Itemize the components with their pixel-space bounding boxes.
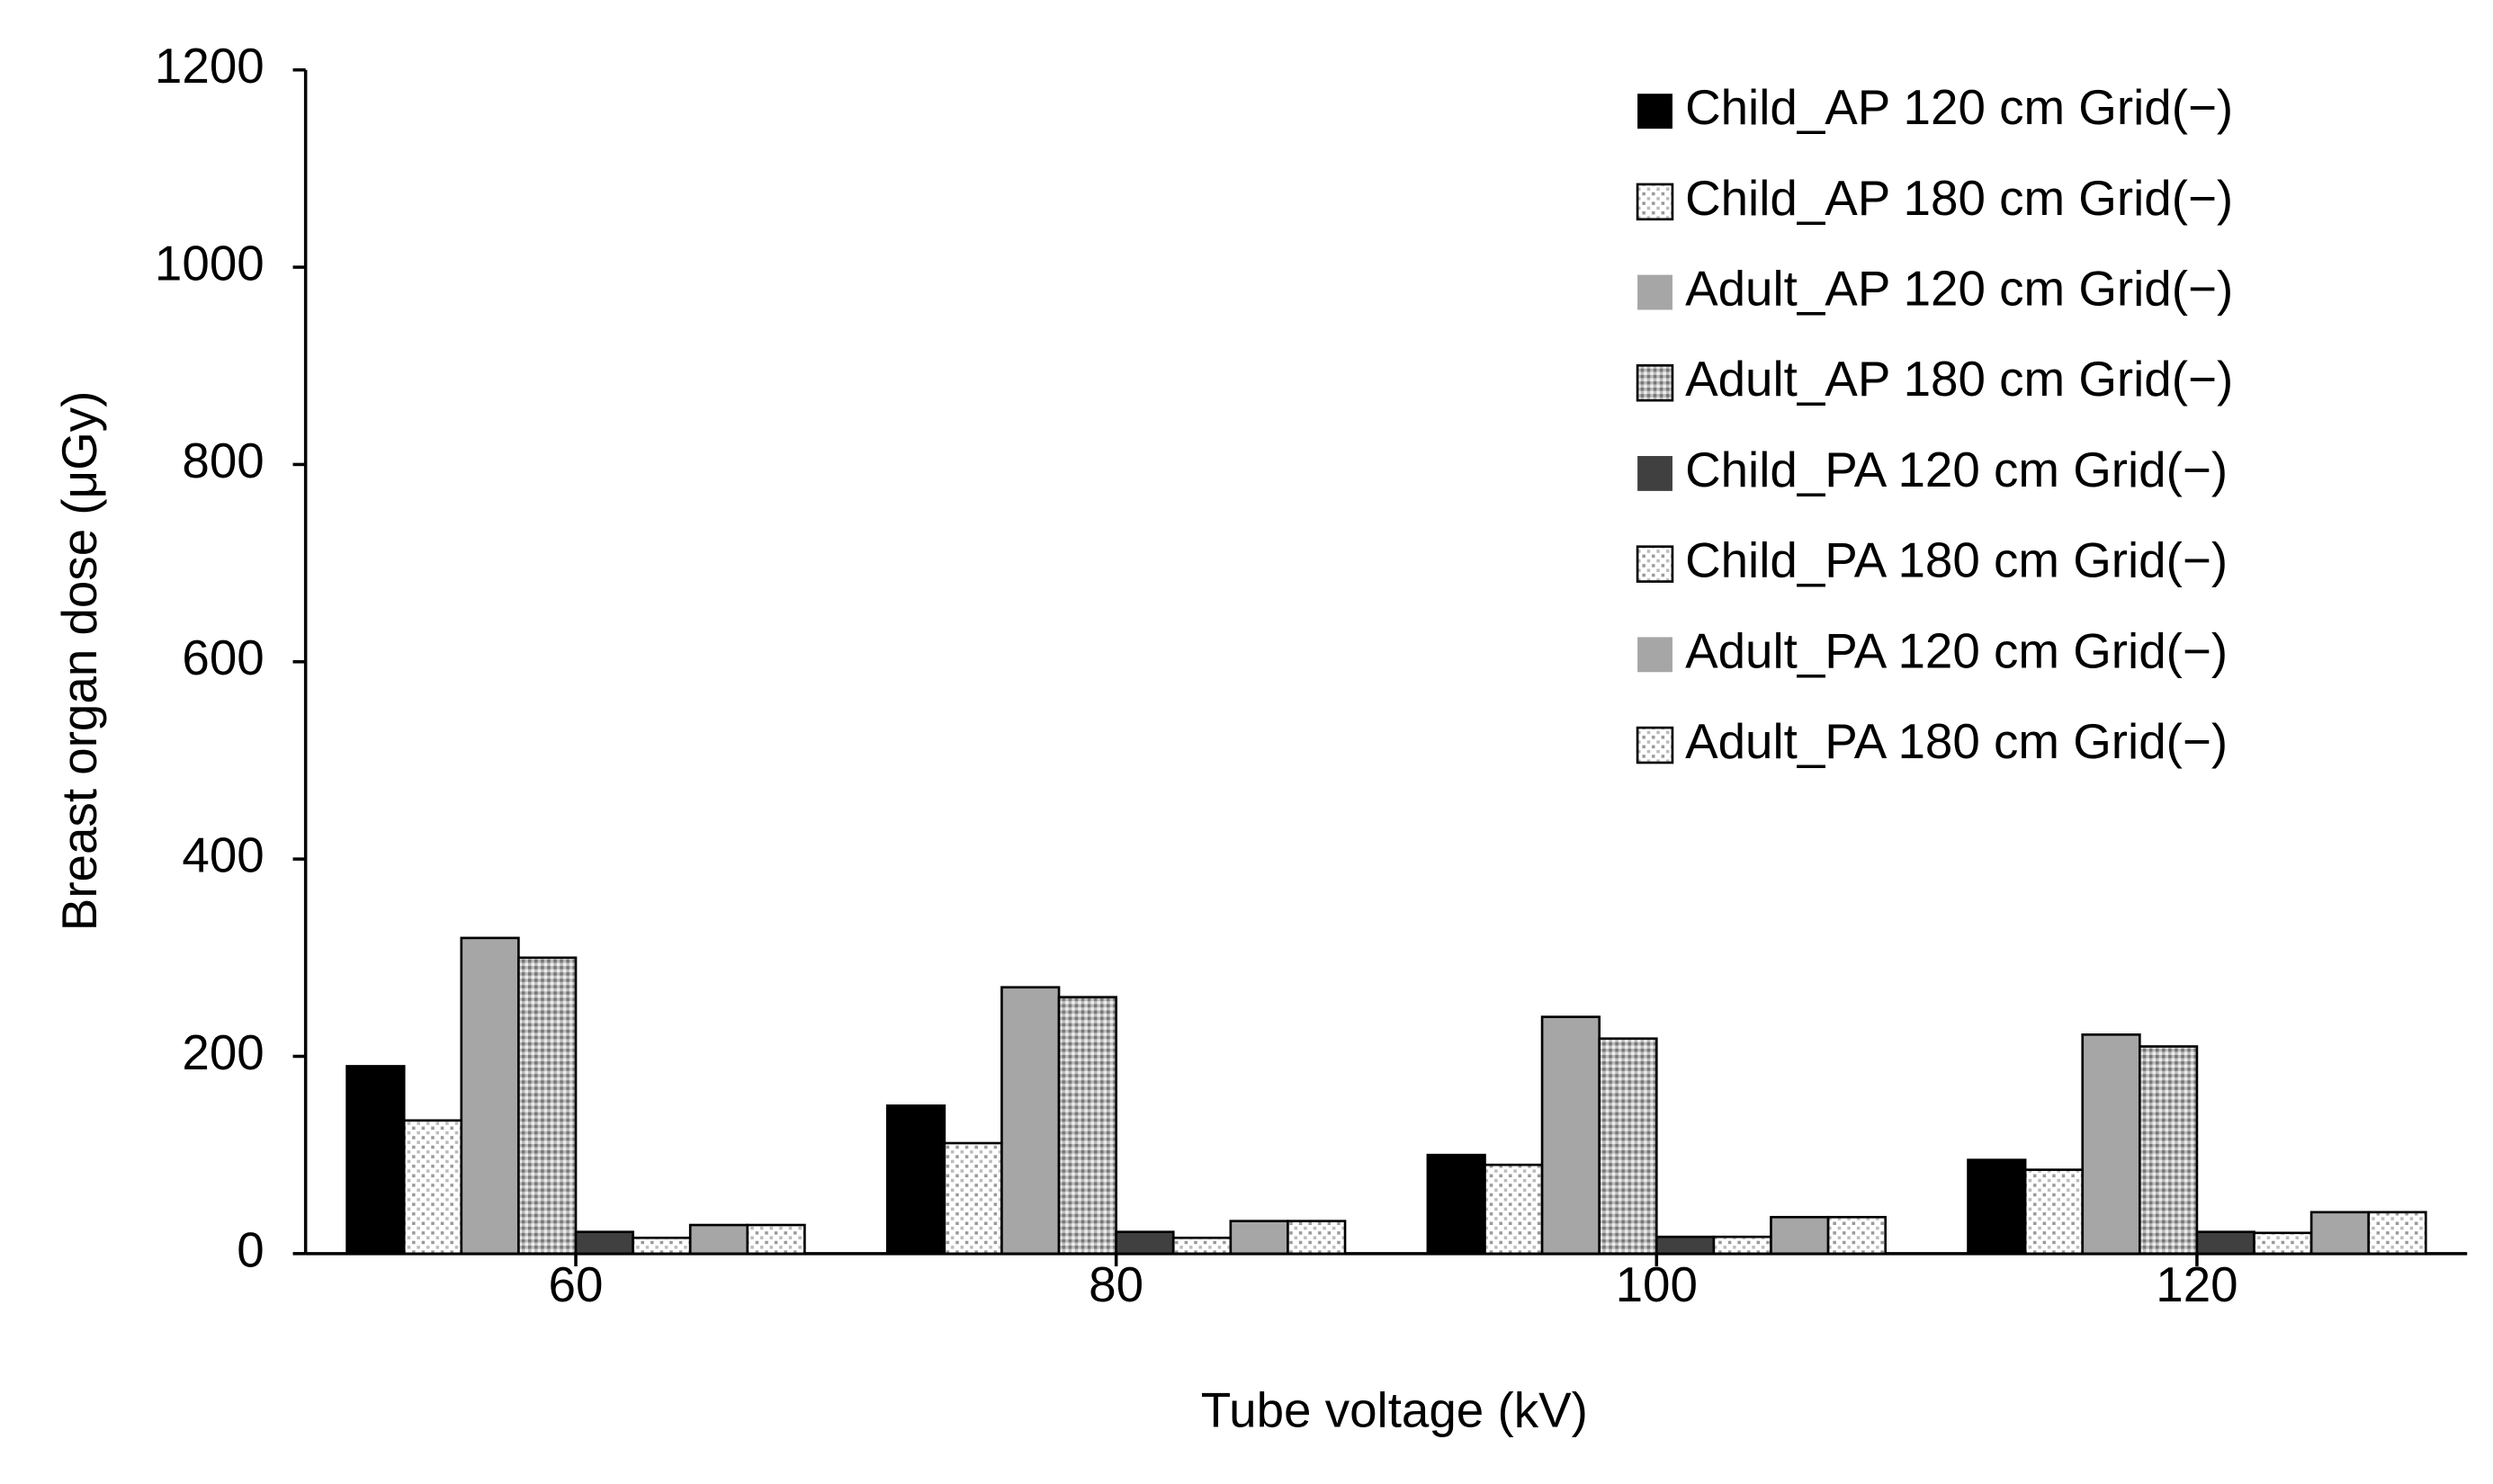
bar — [574, 1230, 634, 1256]
bar — [1484, 1163, 1544, 1256]
y-tick-label: 1000 — [155, 236, 265, 291]
bar — [1826, 1215, 1887, 1256]
bar — [1287, 1220, 1347, 1256]
bar — [2367, 1211, 2427, 1256]
y-axis-label: Breast organ dose (μGy) — [51, 391, 107, 932]
y-tick-label: 600 — [182, 630, 264, 685]
legend-swatch — [1636, 545, 1674, 583]
y-tick-label: 200 — [182, 1024, 264, 1080]
y-tick-label: 0 — [237, 1221, 264, 1277]
y-tick-label: 1200 — [155, 38, 265, 94]
legend-swatch — [1636, 726, 1674, 764]
bar — [2309, 1211, 2371, 1256]
bar — [2195, 1230, 2255, 1256]
x-axis-label: Tube voltage (kV) — [1201, 1382, 1588, 1438]
bar — [1540, 1015, 1601, 1256]
legend-swatch — [1637, 637, 1672, 673]
legend-label: Adult_PA 180 cm Grid(−) — [1685, 713, 2228, 769]
bar — [1000, 986, 1061, 1256]
bar — [402, 1119, 463, 1256]
bar — [943, 1141, 1003, 1256]
legend-swatch — [1636, 183, 1674, 221]
bar — [1967, 1158, 2027, 1256]
bar — [885, 1104, 946, 1256]
y-tick-label: 800 — [182, 433, 264, 488]
legend-swatch — [1637, 94, 1672, 130]
legend-label: Child_PA 180 cm Grid(−) — [1685, 532, 2228, 588]
legend-label: Adult_PA 120 cm Grid(−) — [1685, 622, 2228, 678]
bar — [1770, 1215, 1830, 1256]
bar — [1115, 1230, 1175, 1256]
bar — [1171, 1236, 1233, 1256]
bar — [1655, 1235, 1716, 1256]
bar — [1229, 1220, 1289, 1256]
bar — [2253, 1231, 2313, 1256]
bar — [1598, 1037, 1658, 1256]
bar — [632, 1236, 692, 1256]
legend-swatch — [1637, 274, 1672, 310]
bar — [2023, 1168, 2085, 1256]
legend-label: Adult_AP 120 cm Grid(−) — [1685, 261, 2233, 317]
legend-swatch — [1636, 363, 1674, 402]
bar — [1426, 1153, 1486, 1256]
bar — [688, 1223, 749, 1256]
bar — [746, 1223, 806, 1256]
bar — [517, 956, 578, 1256]
legend-label: Child_PA 120 cm Grid(−) — [1685, 442, 2228, 497]
bar — [2081, 1033, 2141, 1256]
bar — [1057, 996, 1117, 1256]
legend-label: Child_AP 180 cm Grid(−) — [1685, 170, 2233, 226]
bar — [460, 936, 520, 1256]
y-tick-label: 400 — [182, 827, 264, 883]
bar — [345, 1065, 406, 1256]
bar — [1712, 1235, 1772, 1256]
legend-swatch — [1637, 456, 1672, 491]
legend-label: Child_AP 120 cm Grid(−) — [1685, 79, 2233, 135]
bar — [2139, 1045, 2199, 1256]
legend-label: Adult_AP 180 cm Grid(−) — [1685, 351, 2233, 407]
